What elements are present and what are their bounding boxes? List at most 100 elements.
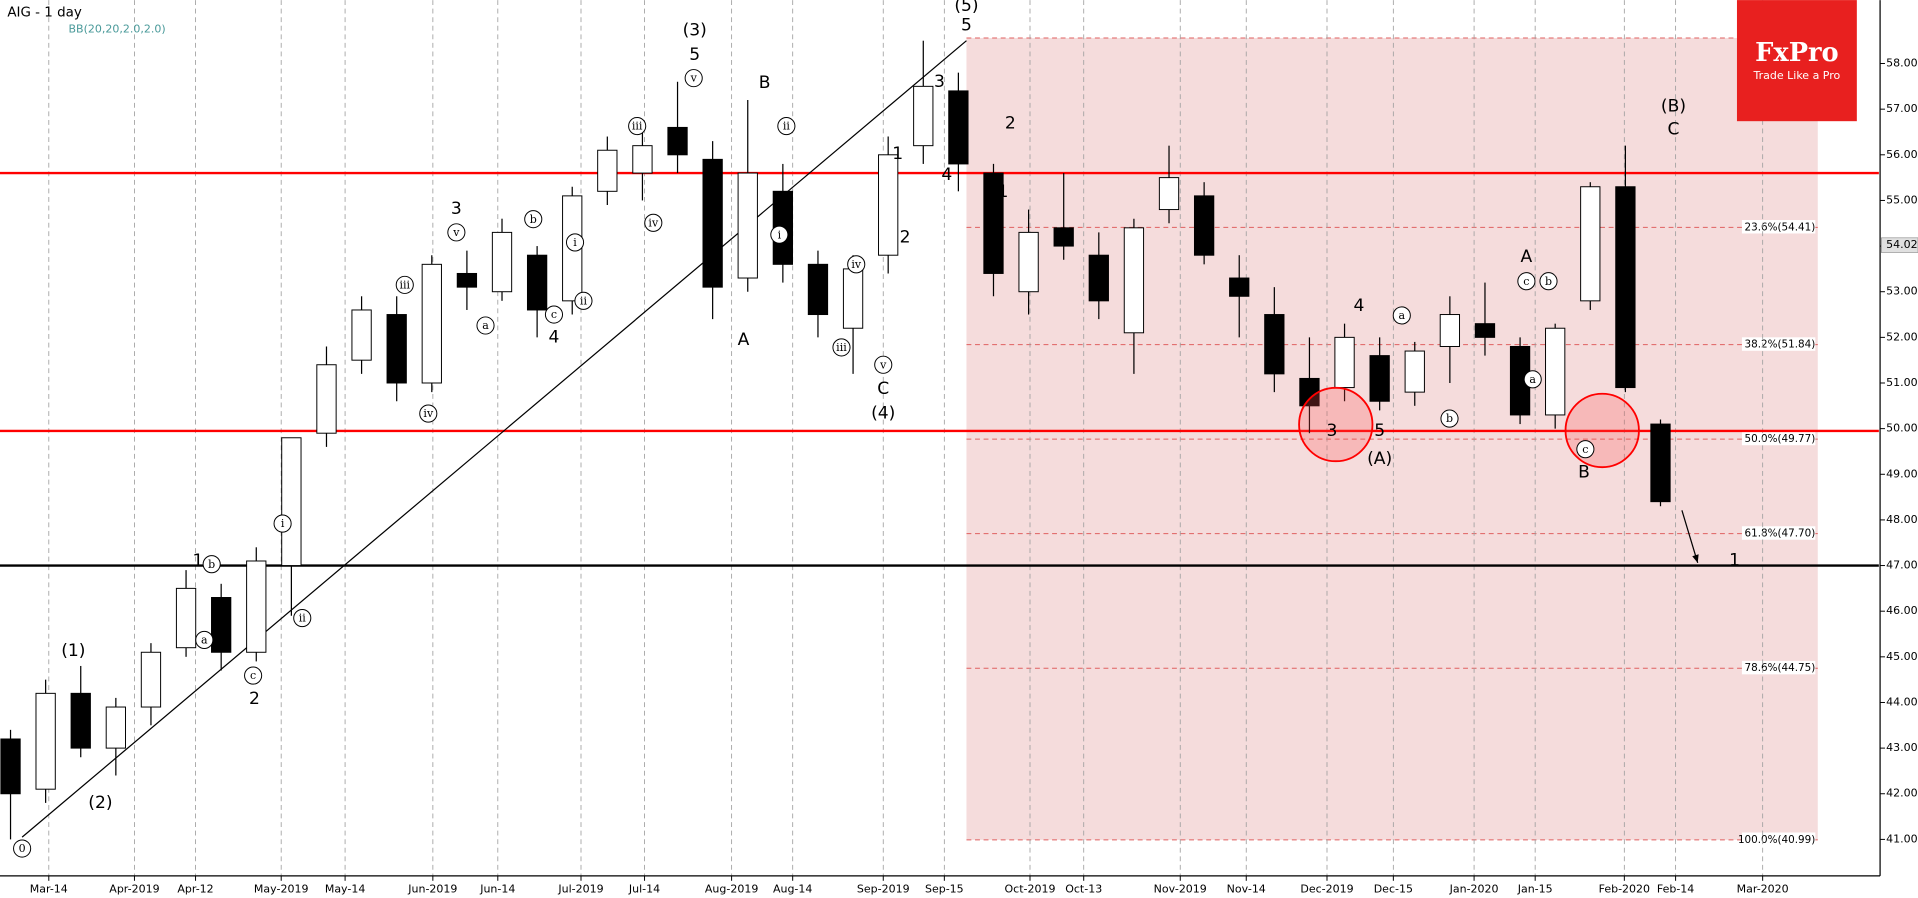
wave-label: 3 xyxy=(451,199,462,219)
candle-body xyxy=(1545,327,1566,416)
wave-label: a xyxy=(1398,309,1405,322)
candle-body xyxy=(1650,423,1671,503)
wave-label: ii xyxy=(580,294,588,307)
wave-label: b xyxy=(208,558,215,571)
wave-label: b xyxy=(1446,412,1453,425)
candle-body xyxy=(316,364,337,434)
wave-circle xyxy=(684,69,703,88)
logo-box xyxy=(1736,0,1857,122)
y-tick-label: 53.00 xyxy=(1886,285,1918,298)
wave-circle xyxy=(195,630,214,649)
candle-body xyxy=(526,254,548,311)
x-tick-label: Oct-13 xyxy=(1065,882,1102,895)
wave-label: v xyxy=(879,358,887,371)
wave-label: c xyxy=(1582,443,1588,456)
candle-body xyxy=(35,692,56,790)
candle-body xyxy=(1264,314,1285,375)
fib-label-bg xyxy=(1741,660,1816,675)
wave-label: B xyxy=(1578,462,1590,482)
candle-body xyxy=(281,437,302,567)
wave-label: i xyxy=(778,228,782,241)
wave-label: 4 xyxy=(549,327,560,347)
candle-body xyxy=(1615,186,1636,389)
wave-label: a xyxy=(201,634,208,647)
wave-label: A xyxy=(1521,247,1533,267)
candle-body xyxy=(491,231,513,293)
candle-body xyxy=(667,126,688,156)
candle-body xyxy=(386,314,407,384)
wave-label: c xyxy=(250,669,256,682)
candle-body xyxy=(632,145,653,174)
wave-circle xyxy=(1539,272,1558,291)
candle-body xyxy=(1158,177,1180,211)
wave-label: b xyxy=(530,213,537,226)
x-tick-label: Aug-2019 xyxy=(705,882,758,895)
x-tick-label: Apr-2019 xyxy=(109,882,159,895)
x-tick-label: May-14 xyxy=(325,882,366,895)
candle-body xyxy=(246,560,267,653)
wave-circle xyxy=(777,116,796,136)
wave-circle xyxy=(293,608,312,628)
wave-label: 2 xyxy=(1005,113,1016,133)
wave-circle xyxy=(847,255,866,274)
wave-label: iii xyxy=(632,120,643,133)
x-tick-label: Jan-15 xyxy=(1517,882,1553,895)
y-tick-label: 43.00 xyxy=(1886,741,1918,754)
wave-label: C xyxy=(877,379,889,399)
candle-body xyxy=(878,154,899,256)
highlight-circle xyxy=(1298,386,1374,463)
y-tick-label: 58.00 xyxy=(1886,57,1918,70)
candle-body xyxy=(1474,323,1496,338)
candle-body xyxy=(1369,355,1390,402)
y-tick-label: 46.00 xyxy=(1886,604,1918,617)
candle-body xyxy=(702,158,723,288)
wave-label: 1 xyxy=(193,551,204,571)
fib-label-bg xyxy=(1741,220,1816,234)
candle-body xyxy=(211,597,232,653)
candle-body xyxy=(421,263,442,384)
wave-circle xyxy=(544,305,564,324)
candle-body xyxy=(1439,314,1461,347)
x-tick-label: Sep-2019 xyxy=(857,882,910,895)
candle-body xyxy=(1123,227,1145,334)
wave-label: (1) xyxy=(61,641,85,661)
wave-circle xyxy=(565,233,585,252)
y-tick-label: 50.00 xyxy=(1886,422,1918,435)
fib-label: 38.2%(51.84) xyxy=(1745,339,1816,351)
wave-label: 4 xyxy=(941,165,952,185)
y-tick-label: 47.00 xyxy=(1886,559,1918,572)
candle-body xyxy=(105,706,126,749)
wave-label: 1 xyxy=(892,144,903,164)
wave-circle xyxy=(13,839,32,858)
wave-label: i xyxy=(573,236,577,249)
x-tick-label: Mar-2020 xyxy=(1737,882,1789,895)
wave-label: (A) xyxy=(1367,449,1392,469)
fib-label-bg xyxy=(1741,431,1816,446)
x-tick-label: Jan-2020 xyxy=(1449,882,1499,895)
wave-label: a xyxy=(1529,373,1536,386)
candle-body xyxy=(140,651,162,708)
wave-circle xyxy=(1440,409,1459,428)
highlight-circle xyxy=(1564,392,1640,469)
wave-label: c xyxy=(551,308,557,321)
trendline xyxy=(21,40,967,838)
wave-label: a xyxy=(482,319,489,332)
wave-label: A xyxy=(738,330,750,350)
candle-body xyxy=(983,172,1004,274)
y-tick-label: 49.00 xyxy=(1886,467,1918,480)
x-tick-label: Dec-15 xyxy=(1374,882,1413,895)
wave-label: 5 xyxy=(961,16,972,36)
grid-layer xyxy=(48,0,1764,876)
wave-label: 1 xyxy=(998,182,1009,202)
fib-label: 50.0%(49.77) xyxy=(1745,433,1816,445)
y-tick-label: 52.00 xyxy=(1886,330,1918,343)
wave-label: iii xyxy=(399,278,410,291)
wave-label: ii xyxy=(299,612,307,625)
x-tick-label: Jul-14 xyxy=(628,882,660,895)
x-tick-label: Feb-14 xyxy=(1657,882,1694,895)
wave-circle xyxy=(770,225,789,244)
wave-circle xyxy=(1576,440,1595,459)
